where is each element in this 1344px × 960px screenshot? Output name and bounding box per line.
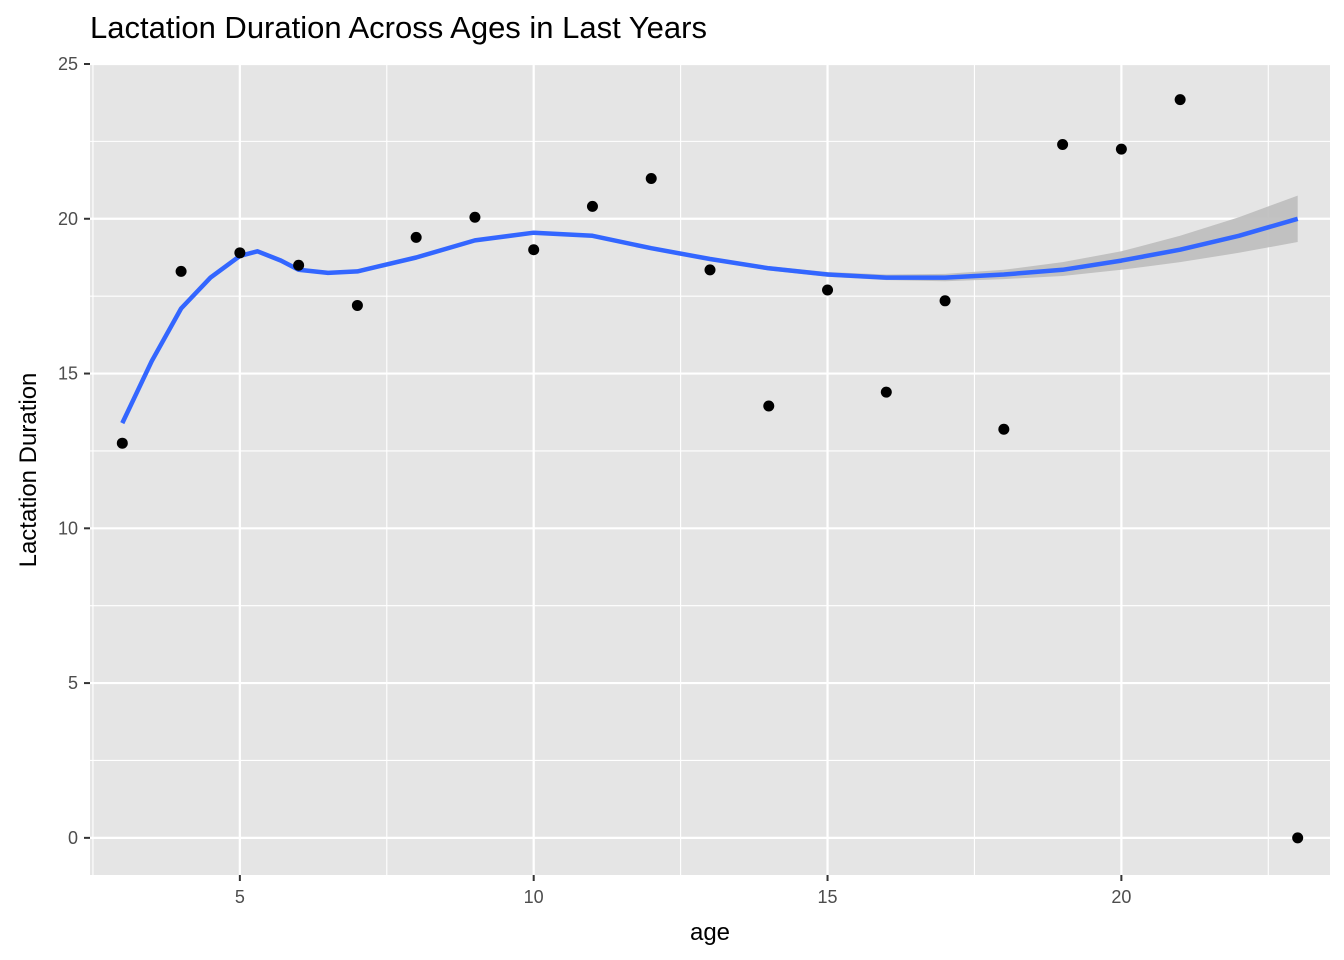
data-point — [645, 173, 657, 185]
x-tick-label: 10 — [524, 887, 544, 907]
data-point — [351, 299, 363, 311]
x-axis: 5 10 15 20 — [235, 875, 1131, 907]
data-point — [175, 265, 187, 277]
data-point — [410, 231, 422, 243]
y-tick-label: 0 — [68, 828, 78, 848]
y-tick-label: 10 — [58, 518, 78, 538]
data-point — [528, 244, 540, 256]
data-point — [822, 284, 834, 296]
x-tick-label: 5 — [235, 887, 245, 907]
data-point — [939, 295, 951, 307]
data-point — [880, 386, 892, 398]
y-tick-label: 20 — [58, 209, 78, 229]
y-axis-title: Lactation Duration — [15, 373, 42, 568]
data-point — [586, 200, 598, 212]
data-point — [998, 423, 1010, 435]
x-axis-title: age — [690, 919, 730, 946]
y-axis: 0 5 10 15 20 25 — [58, 54, 90, 848]
y-tick-label: 25 — [58, 54, 78, 74]
data-point — [704, 264, 716, 276]
data-point — [1174, 94, 1186, 106]
data-point — [1057, 138, 1069, 150]
y-tick-label: 15 — [58, 364, 78, 384]
x-tick-label: 20 — [1111, 887, 1131, 907]
grid-minor — [90, 64, 1330, 875]
data-point — [234, 247, 246, 259]
data-point — [763, 400, 775, 412]
chart-title: Lactation Duration Across Ages in Last Y… — [90, 10, 707, 45]
data-point — [1115, 143, 1127, 155]
grid-major — [90, 62, 1330, 875]
y-tick-label: 5 — [68, 673, 78, 693]
data-point — [469, 211, 481, 223]
plot-panel — [90, 64, 1330, 875]
x-tick-label: 15 — [818, 887, 838, 907]
data-point — [1292, 832, 1304, 844]
data-point — [116, 437, 128, 449]
points-layer — [116, 94, 1304, 844]
data-point — [293, 259, 305, 271]
